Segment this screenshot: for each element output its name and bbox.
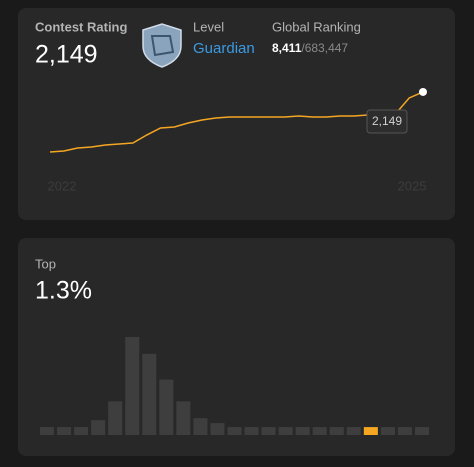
end-point	[419, 87, 427, 96]
rating-line	[49, 91, 424, 153]
histogram-bar	[40, 427, 55, 435]
level-label: Level	[193, 19, 224, 34]
histogram-bar	[193, 418, 208, 435]
histogram-bar	[380, 427, 395, 435]
x-label: 2025	[398, 178, 427, 193]
histogram-bar	[108, 401, 123, 435]
histogram-bar	[329, 427, 344, 435]
histogram-bar	[210, 423, 225, 435]
histogram-bar	[397, 427, 412, 435]
rating-card	[18, 8, 455, 220]
histogram-bar	[91, 420, 106, 435]
histogram-bar	[312, 427, 327, 435]
rank-total: /683,447	[301, 41, 348, 55]
histogram-bar	[363, 427, 378, 435]
tooltip-text: 2,149	[372, 114, 402, 128]
histogram-bar	[227, 427, 242, 435]
histogram-bar	[142, 353, 157, 435]
top-label: Top	[35, 256, 56, 271]
histogram-bar	[295, 427, 310, 435]
ranking-label: Global Ranking	[272, 19, 361, 34]
rank: 8,411	[272, 41, 302, 55]
level-value[interactable]: Guardian	[193, 40, 255, 57]
badge-icon	[142, 23, 182, 68]
histogram-bar	[414, 427, 429, 435]
rating-label: Contest Rating	[35, 19, 128, 34]
tooltip-box	[366, 109, 408, 134]
histogram-bar	[278, 427, 293, 435]
ranking-value: 8,411/683,447	[272, 41, 348, 55]
histogram-bar	[57, 427, 72, 435]
histogram-bar	[261, 427, 276, 435]
histogram-bar	[244, 427, 259, 435]
histogram-bar	[346, 427, 361, 435]
histogram-bar	[125, 336, 140, 435]
histogram-bar	[176, 401, 191, 435]
top-card	[18, 238, 455, 456]
rating-value: 2,149	[35, 41, 98, 69]
histogram-bar	[74, 427, 89, 435]
histogram-bar	[159, 379, 174, 435]
x-label: 2022	[48, 178, 77, 193]
top-value: 1.3%	[35, 277, 92, 305]
